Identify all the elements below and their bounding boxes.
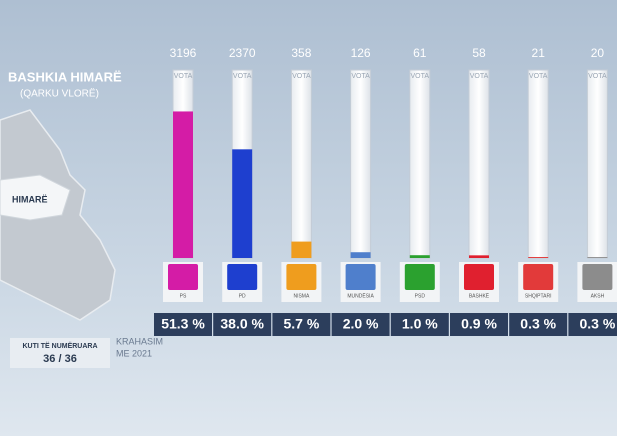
percent-label: 0.3 % [579,316,615,332]
tube [409,69,431,259]
party-logo-fill [345,264,376,290]
bar [469,255,489,258]
party-name: PSD [415,293,426,299]
party-logo-fill [582,264,613,290]
party-name: NISMA [293,293,310,299]
percent-box [331,313,390,336]
vote-count: 2370 [229,46,256,60]
percent-label: 2.0 % [343,316,379,332]
unit-label: VOTA [411,73,430,80]
counted-value: 36 / 36 [43,353,77,365]
percent-box [272,313,331,336]
party-name: PD [239,293,246,299]
tube [586,69,608,259]
party-name: SHQIPTARI [525,293,552,299]
subtitle: (QARKU VLORË) [20,88,99,100]
vote-count: 20 [591,46,605,60]
tube [527,69,549,259]
title: BASHKIA HIMARË [8,69,122,84]
counted-box [10,338,110,368]
vote-count: 21 [532,46,546,60]
vote-count: 61 [413,46,427,60]
party-name: PS [180,293,187,299]
tube [468,69,490,259]
party-logo-fill [168,264,198,290]
bar [528,257,549,258]
percent-label: 0.3 % [520,316,556,332]
party-logo-fill [523,264,554,290]
bar [173,111,193,258]
vote-count: 126 [351,46,371,60]
counted-label: KUTI TË NUMËRUARA [22,342,97,350]
percent-box [154,313,212,336]
percent-box [509,313,568,336]
percent-label: 38.0 % [220,316,264,332]
unit-label: VOTA [588,73,607,80]
unit-label: VOTA [529,73,548,80]
party-logo-fill [286,264,317,290]
percent-label: 0.9 % [461,316,497,332]
comparison-label: KRAHASIM [116,336,163,346]
bar [291,241,312,258]
tube [350,69,372,259]
bar [587,257,608,258]
party-logo-fill [227,264,258,290]
comparison-label: ME 2021 [116,348,152,358]
vote-count: 58 [472,46,486,60]
percent-box [568,313,617,336]
percent-box [450,313,508,336]
percent-label: 5.7 % [283,316,319,332]
percent-box [390,313,449,336]
tube [290,69,312,259]
party-logo-fill [404,264,435,290]
map-highlight [0,174,71,221]
vote-count: 3196 [170,46,197,60]
percent-label: 51.3 % [161,316,205,332]
unit-label: VOTA [470,73,489,80]
party-name: AKSH [591,293,605,299]
bar [409,255,430,258]
bar [350,252,371,258]
percent-label: 1.0 % [402,316,438,332]
party-name: BASHKË [469,292,490,299]
percent-box [213,313,272,336]
map-label: HIMARË [12,194,48,204]
vote-count: 358 [291,46,311,60]
unit-label: VOTA [174,73,193,80]
party-logo-fill [464,264,494,290]
unit-label: VOTA [233,73,252,80]
bar [232,149,253,258]
unit-label: VOTA [351,73,370,80]
unit-label: VOTA [292,73,311,80]
party-name: MUNDËSIA [347,292,374,299]
